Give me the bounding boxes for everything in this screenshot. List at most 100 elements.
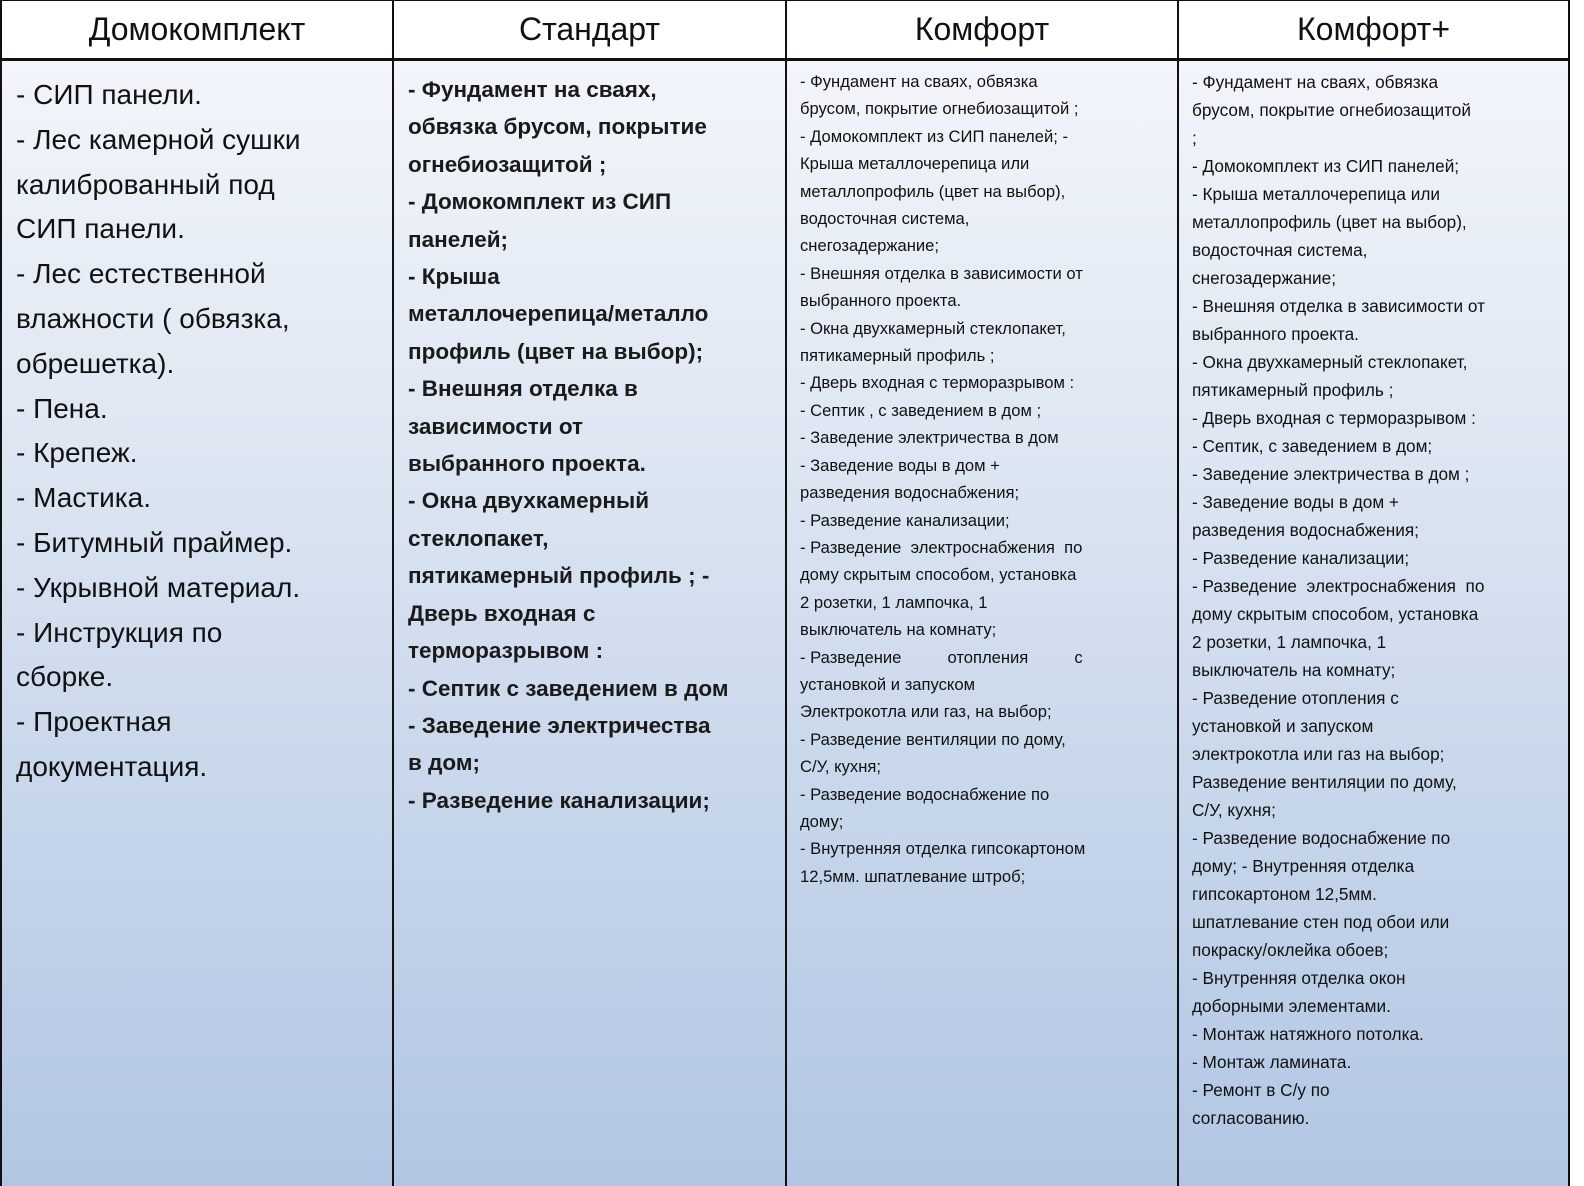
feature-line: - Разведение электроснабжения по (800, 537, 1083, 557)
feature-line: - Заведение электричества (408, 712, 711, 738)
feature-line: покраску/оклейка обоев; (1192, 940, 1389, 960)
feature-line: - Пена. (16, 392, 108, 424)
feature-line: - Разведение канализации; (408, 787, 710, 813)
feature-line: - Септик , с заведением в дом ; (800, 400, 1042, 420)
feature-line: - Септик с заведением в дом (408, 675, 729, 701)
feature-line: - Укрывной материал. (16, 571, 301, 603)
feature-line: ; (1192, 128, 1197, 148)
feature-line: - Лес камерной сушки (16, 123, 301, 155)
feature-line: - Внутренняя отделка гипсокартоном (800, 839, 1086, 859)
feature-line: обвязка брусом, покрытие (408, 114, 707, 140)
feature-line: дому; (800, 811, 844, 831)
feature-line: пятикамерный профиль ; (1192, 380, 1394, 400)
column-header-komfort: Комфорт (787, 0, 1179, 61)
feature-line: - Заведение электричества в дом (800, 428, 1059, 448)
feature-line: - Крыша металлочерепица или (1192, 184, 1440, 204)
feature-line: - Внешняя отделка в зависимости от (1192, 296, 1485, 316)
feature-line: доборными элементами. (1192, 996, 1391, 1016)
feature-line: калиброванный под (16, 168, 275, 200)
feature-line: С/У, кухня; (1192, 800, 1276, 820)
feature-line: установкой и запуском (1192, 716, 1374, 736)
feature-line: - Внешняя отделка в (408, 376, 638, 402)
feature-line: - Лес естественной (16, 258, 266, 290)
feature-line: шпатлевание стен под обои или (1192, 912, 1450, 932)
feature-line: - СИП панели. (16, 79, 202, 110)
cell-standart-features: - Фундамент на сваях, обвязка брусом, пок… (394, 61, 787, 1186)
feature-line: - Разведение отопления с (800, 647, 1083, 667)
feature-line: 2 розетки, 1 лампочка, 1 (1192, 632, 1387, 652)
feature-line: выбранного проекта. (1192, 324, 1359, 344)
feature-line: - Инструкция по (16, 616, 223, 648)
feature-line: профиль (цвет на выбор); (408, 338, 704, 364)
feature-line: стеклопакет, (408, 525, 549, 551)
feature-line: - Домокомплект из СИП (408, 189, 672, 215)
feature-line: - Окна двухкамерный стеклопакет, (800, 318, 1066, 338)
feature-line: зависимости от (408, 413, 584, 439)
feature-line: - Фундамент на сваях, обвязка (800, 72, 1038, 91)
column-header-komfort-plus: Комфорт+ (1179, 0, 1570, 61)
feature-line: электрокотла или газ на выбор; (1192, 744, 1445, 764)
feature-line: обрешетка). (16, 347, 175, 379)
feature-line: - Септик, с заведением в дом; (1192, 436, 1433, 456)
feature-line: - Окна двухкамерный (408, 488, 650, 514)
feature-line: разведения водоснабжения; (800, 483, 1020, 503)
cell-komfort-plus-features: - Фундамент на сваях, обвязка брусом, пок… (1179, 61, 1570, 1186)
feature-line: - Заведение воды в дом + (1192, 492, 1399, 512)
feature-line: сборке. (16, 661, 114, 693)
feature-line: водосточная система, (800, 209, 970, 229)
feature-line: металлопрофиль (цвет на выбор), (800, 181, 1066, 201)
feature-line: 2 розетки, 1 лампочка, 1 (800, 592, 988, 612)
feature-line: - Крепеж. (16, 437, 138, 469)
feature-line: Разведение вентиляции по дому, (1192, 772, 1457, 792)
feature-line: выключатель на комнату; (800, 620, 997, 640)
feature-line: - Мастика. (16, 482, 151, 514)
feature-line: - Заведение воды в дом + (800, 455, 1000, 475)
feature-line: - Фундамент на сваях, обвязка (1192, 72, 1439, 92)
feature-line: металлопрофиль (цвет на выбор), (1192, 212, 1467, 232)
feature-line: - Домокомплект из СИП панелей; - (800, 126, 1068, 146)
feature-line: 12,5мм. шпатлевание штроб; (800, 866, 1026, 886)
feature-line: выбранного проекта. (800, 291, 962, 311)
feature-line: - Заведение электричества в дом ; (1192, 464, 1470, 484)
feature-line: панелей; (408, 226, 509, 252)
feature-line: - Разведение электроснабжения по (1192, 576, 1485, 596)
feature-line: - Фундамент на сваях, (408, 77, 657, 102)
feature-line: С/У, кухня; (800, 757, 881, 777)
feature-line: - Битумный праймер. (16, 526, 293, 558)
feature-line: - Разведение водоснабжение по (1192, 828, 1451, 848)
feature-line: - Внутренняя отделка окон (1192, 968, 1406, 988)
feature-line: - Разведение отопления с (1192, 688, 1399, 708)
feature-line: - Домокомплект из СИП панелей; (1192, 156, 1460, 176)
feature-line: пятикамерный профиль ; (800, 346, 995, 366)
feature-line: - Окна двухкамерный стеклопакет, (1192, 352, 1468, 372)
feature-line: металлочерепица/металло (408, 301, 709, 327)
feature-line: Крыша металлочерепица или (800, 154, 1030, 174)
feature-line: - Монтаж ламината. (1192, 1052, 1352, 1072)
feature-line: гипсокартоном 12,5мм. (1192, 884, 1377, 904)
feature-line: терморазрывом : (408, 638, 604, 664)
feature-line: выключатель на комнату; (1192, 660, 1396, 680)
feature-line: дому скрытым способом, установка (800, 565, 1077, 585)
feature-line: пятикамерный профиль ; - (408, 563, 710, 589)
cell-komfort-features: - Фундамент на сваях, обвязка брусом, пок… (787, 61, 1179, 1186)
feature-line: брусом, покрытие огнебиозащитой (1192, 100, 1471, 120)
feature-line: дому; - Внутренняя отделка (1192, 856, 1415, 876)
feature-line: дому скрытым способом, установка (1192, 604, 1479, 624)
feature-line: - Разведение вентиляции по дому, (800, 729, 1066, 749)
feature-line: - Разведение водоснабжение по (800, 784, 1050, 804)
feature-line: согласованию. (1192, 1108, 1310, 1128)
feature-line: Электрокотла или газ, на выбор; (800, 702, 1052, 722)
feature-line: - Внешняя отделка в зависимости от (800, 263, 1083, 283)
cell-domokomplekt-features: - СИП панели. - Лес камерной сушки калибро… (2, 61, 394, 1186)
feature-line: - Проектная (16, 706, 172, 738)
feature-line: - Монтаж натяжного потолка. (1192, 1024, 1424, 1044)
feature-line: в дом; (408, 750, 480, 776)
feature-line: - Разведение канализации; (800, 510, 1010, 530)
feature-line: брусом, покрытие огнебиозащитой ; (800, 99, 1079, 119)
feature-line: огнебиозащитой ; (408, 151, 607, 177)
feature-line: водосточная система, (1192, 240, 1368, 260)
feature-line: СИП панели. (16, 213, 185, 245)
feature-line: Дверь входная с (408, 600, 596, 626)
feature-line: - Дверь входная с терморазрывом : (800, 373, 1075, 393)
